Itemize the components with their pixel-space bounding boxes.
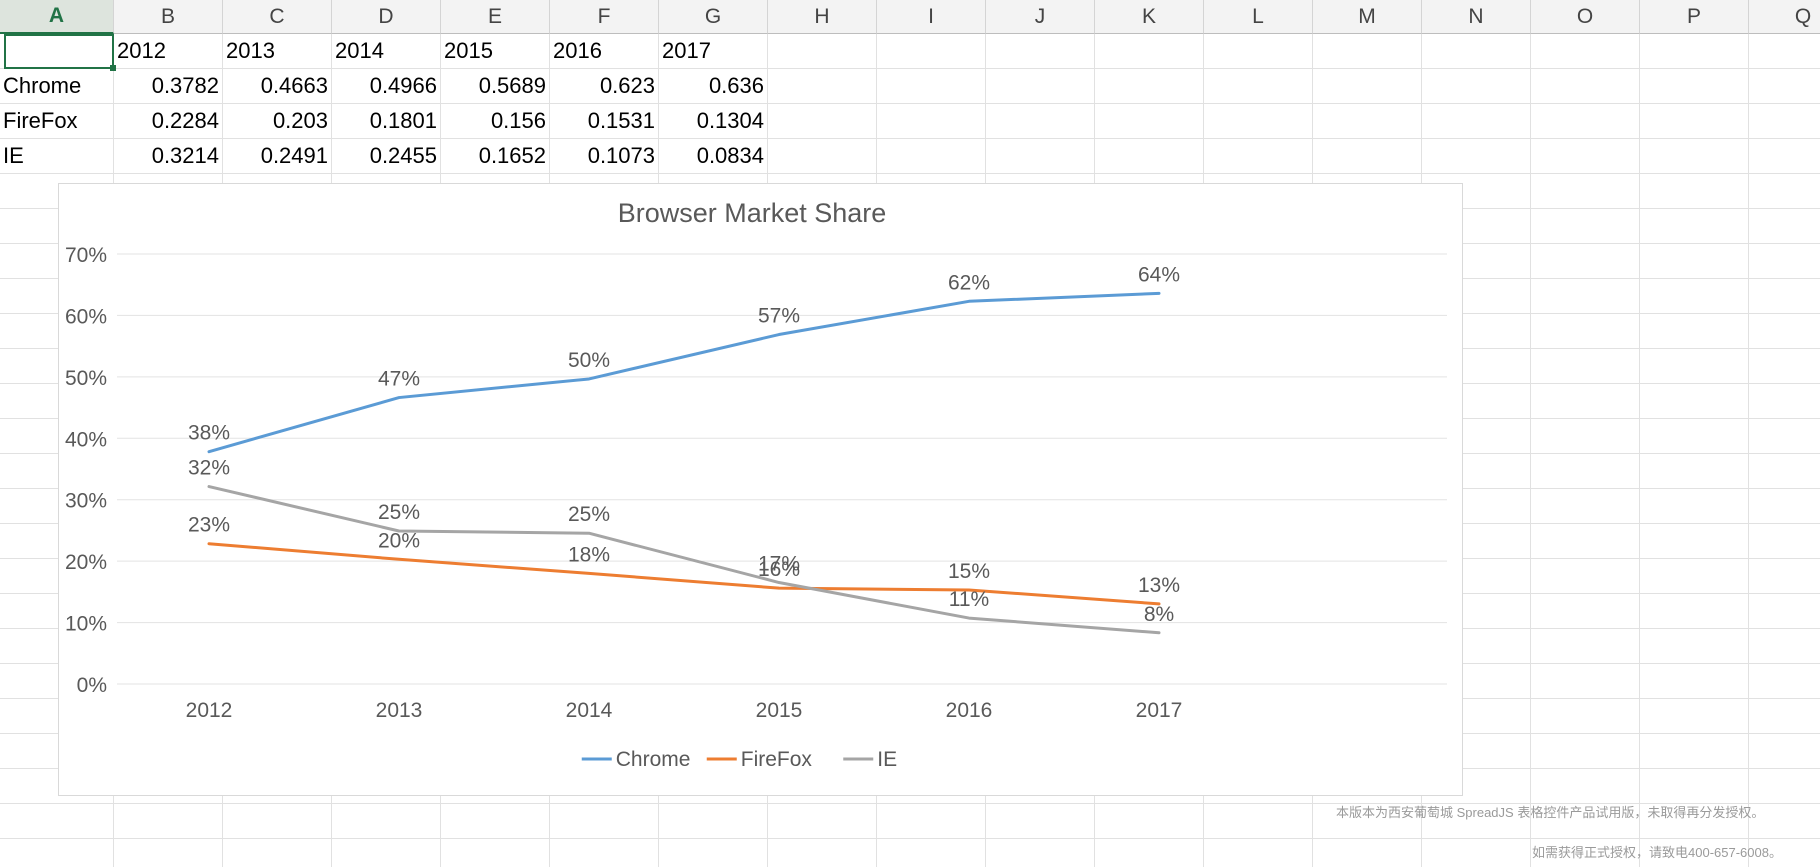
x-tick-label: 2015 [756,699,803,722]
column-header-g[interactable]: G [659,0,768,34]
data-label: 18% [568,543,610,566]
y-tick-label: 20% [65,551,107,574]
chart-title: Browser Market Share [618,198,887,228]
cell-value[interactable]: 0.4663 [260,73,328,98]
column-header-j[interactable]: J [986,0,1095,34]
data-label: 13% [1138,574,1180,597]
y-tick-label: 60% [65,305,107,328]
x-tick-label: 2013 [376,699,423,722]
cell-year-header[interactable]: 2016 [553,38,602,63]
grid-column-line [1530,34,1531,867]
cell-value[interactable]: 0.2491 [260,143,328,168]
series-line-firefox [207,542,1161,606]
y-tick-label: 0% [77,674,107,697]
cell-value[interactable]: 0.1652 [478,143,546,168]
y-tick-label: 50% [65,367,107,390]
data-label: 23% [188,514,230,537]
data-label: 8% [1144,603,1174,626]
data-label: 16% [758,558,800,581]
data-label: 38% [188,422,230,445]
column-header-i[interactable]: I [877,0,986,34]
legend-entry-chrome: Chrome [616,748,691,771]
y-tick-label: 30% [65,490,107,513]
data-label: 64% [1138,263,1180,286]
legend-entry-ie: IE [877,748,897,771]
grid-row-line [0,138,1820,139]
data-label: 47% [378,368,420,391]
y-tick-label: 70% [65,244,107,267]
cell-year-header[interactable]: 2014 [335,38,384,63]
series-line-ie [207,485,1161,635]
column-header-p[interactable]: P [1640,0,1749,34]
column-header-n[interactable]: N [1422,0,1531,34]
data-label: 32% [188,457,230,480]
browser-market-share-chart[interactable]: Browser Market Share 0% 10% 20% 30% 40% 50% 60%… [58,183,1463,796]
data-label: 17% [758,553,800,576]
column-header-m[interactable]: M [1313,0,1422,34]
cell-value[interactable]: 0.3782 [151,73,219,98]
cell-value[interactable]: 0.5689 [478,73,546,98]
grid-row-line [0,838,1820,839]
data-label: 62% [948,271,990,294]
data-label: 25% [378,501,420,524]
column-header-d[interactable]: D [332,0,441,34]
cell-year-header[interactable]: 2012 [117,38,166,63]
cell-value[interactable]: 0.2455 [369,143,437,168]
cell-value[interactable]: 0.1304 [696,108,764,133]
grid-row-line [0,173,1820,174]
cell-value[interactable]: 0.636 [708,73,764,98]
series-line-chrome [207,291,1161,454]
x-tick-label: 2017 [1136,699,1183,722]
column-header-f[interactable]: F [550,0,659,34]
fill-handle[interactable] [110,65,116,71]
cell-value[interactable]: 0.1531 [587,108,655,133]
data-label: 50% [568,349,610,372]
cell-value[interactable]: 0.1073 [587,143,655,168]
trial-watermark-line1: 本版本为西安葡萄城 SpreadJS 表格控件产品试用版，未取得再分发授权。 [1336,805,1765,820]
column-header-l[interactable]: L [1204,0,1313,34]
data-label: 57% [758,305,800,328]
cell-value[interactable]: 0.3214 [151,143,219,168]
cell-year-header[interactable]: 2015 [444,38,493,63]
grid-column-line [1639,34,1640,867]
column-header-a[interactable]: A [0,0,114,34]
data-label: 15% [948,560,990,583]
cell-row-label[interactable]: FireFox [3,108,78,133]
cell-value[interactable]: 0.0834 [696,143,764,168]
cell-value[interactable]: 0.156 [490,108,546,133]
grid-row-line [0,103,1820,104]
grid-column-line [1748,34,1749,867]
column-header-b[interactable]: B [114,0,223,34]
column-header-e[interactable]: E [441,0,550,34]
cell-value[interactable]: 0.4966 [369,73,437,98]
column-header-o[interactable]: O [1531,0,1640,34]
cell-value[interactable]: 0.1801 [369,108,437,133]
selected-cell-a1[interactable] [4,34,114,69]
cell-value[interactable]: 0.2284 [151,108,219,133]
x-tick-label: 2014 [566,699,613,722]
grid-row-line [0,803,1820,804]
column-header-q[interactable]: Q [1749,0,1820,34]
x-tick-label: 2012 [186,699,233,722]
legend-entry-firefox: FireFox [741,748,813,771]
cell-value[interactable]: 0.623 [599,73,655,98]
cell-year-header[interactable]: 2013 [226,38,275,63]
chart-canvas: Browser Market Share 0% 10% 20% 30% 40% 50% 60%… [65,198,1447,771]
data-label: 20% [378,529,420,552]
cell-row-label[interactable]: Chrome [3,73,82,98]
cell-value[interactable]: 0.203 [272,108,328,133]
x-tick-label: 2016 [946,699,993,722]
cell-year-header[interactable]: 2017 [662,38,711,63]
trial-watermark-line2: 如需获得正式授权，请致电400-657-6008。 [1532,845,1782,860]
column-header-h[interactable]: H [768,0,877,34]
y-tick-label: 10% [65,613,107,636]
y-tick-label: 40% [65,428,107,451]
column-header-k[interactable]: K [1095,0,1204,34]
grid-row-line [0,68,1820,69]
column-header-c[interactable]: C [223,0,332,34]
data-label: 11% [949,588,989,611]
data-label: 25% [568,503,610,526]
cell-row-label[interactable]: IE [3,143,24,168]
